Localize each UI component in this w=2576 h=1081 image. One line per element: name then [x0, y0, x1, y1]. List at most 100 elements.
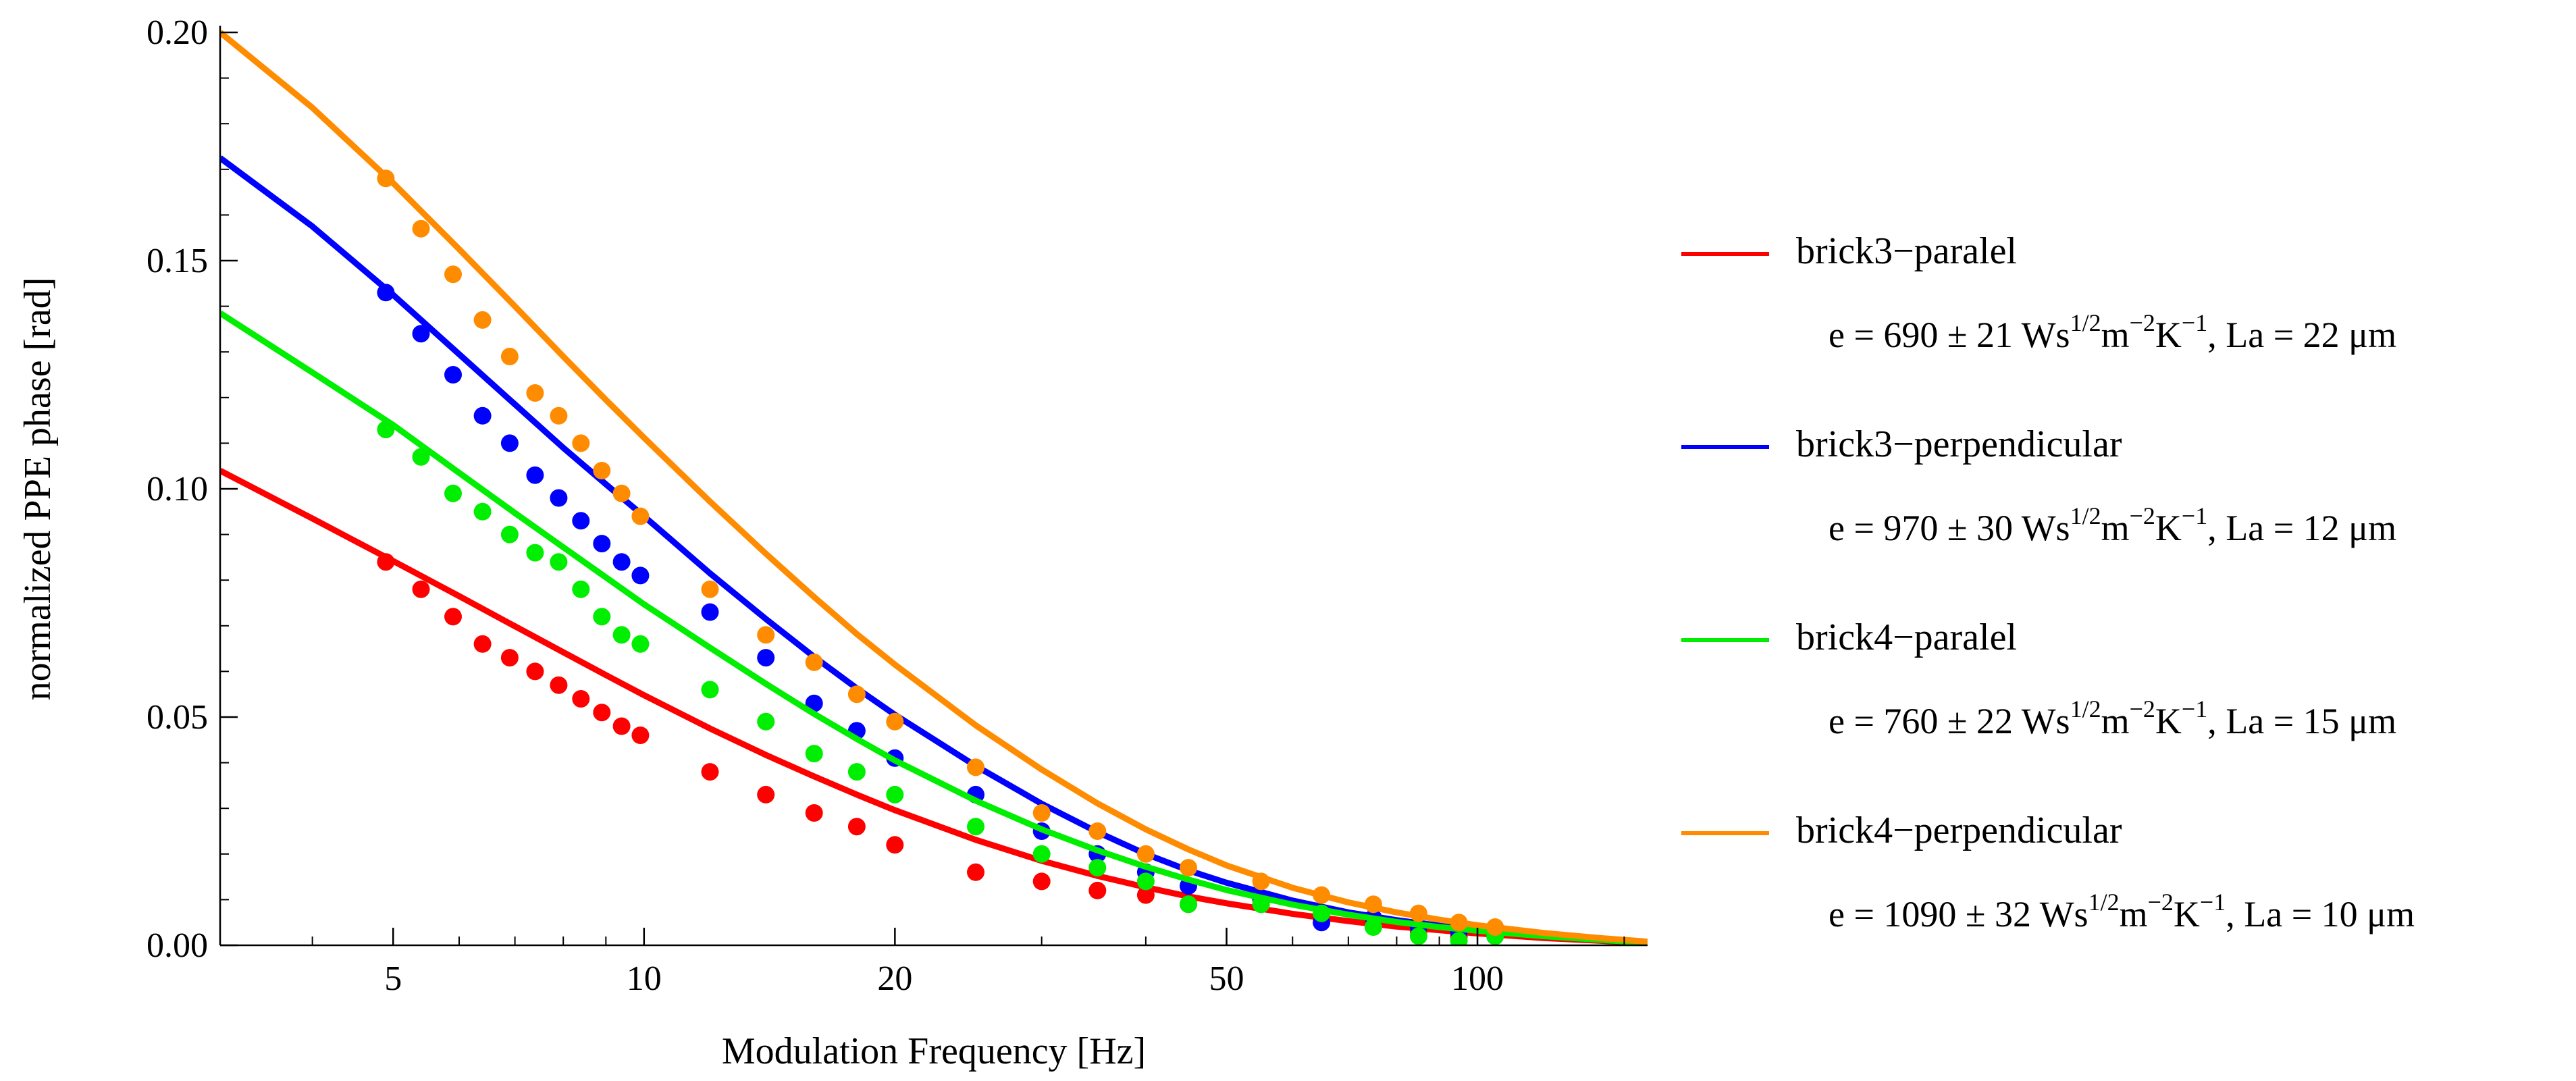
legend-text-part: K	[2155, 315, 2182, 355]
data-point	[805, 804, 823, 822]
legend-parameters: e = 1090 ± 32 Ws1/2​m−2​K−1​, La = 10 μm	[1829, 889, 2415, 934]
legend-superscript: −2	[2130, 695, 2155, 722]
data-point	[500, 434, 519, 452]
data-point	[500, 348, 519, 365]
data-point	[701, 763, 719, 781]
data-point	[593, 535, 611, 553]
legend-superscript: −1	[2182, 309, 2207, 336]
x-tick-label: 50	[1209, 959, 1244, 998]
data-point	[757, 785, 775, 803]
fit-curve	[220, 30, 1648, 945]
legend-text-part: , La = 12 μm	[2207, 508, 2396, 548]
data-point	[1088, 822, 1107, 840]
data-point	[1136, 886, 1155, 904]
series-1	[220, 468, 1648, 945]
legend-entry-2: brick3−perpendicular e = 970 ± 30 Ws1/2​m…	[1681, 423, 2396, 548]
data-point	[1136, 845, 1155, 863]
data-point	[500, 525, 519, 544]
legend-superscript: −1	[2182, 502, 2207, 529]
data-point	[500, 649, 519, 667]
legend-superscript: −2	[2148, 889, 2174, 916]
y-axis-title: normalized PPE phase [rad]	[17, 278, 59, 701]
data-point	[1313, 886, 1331, 904]
x-tick-label: 5	[384, 959, 402, 998]
legend-text-part: e = 970 ± 30 Ws	[1829, 508, 2070, 548]
data-point	[526, 544, 544, 562]
data-point	[631, 635, 650, 653]
data-point	[701, 603, 719, 621]
data-point	[526, 384, 544, 402]
data-point	[805, 745, 823, 763]
data-point	[444, 265, 462, 284]
legend-text-part: e = 690 ± 21 Ws	[1829, 315, 2070, 355]
y-tick-label: 0.10	[147, 470, 208, 508]
data-point	[1088, 881, 1107, 899]
data-point	[1136, 872, 1155, 891]
data-point	[967, 758, 984, 776]
data-point	[886, 712, 904, 731]
data-point	[1486, 918, 1504, 936]
legend-text-part: e = 760 ± 22 Ws	[1829, 701, 2070, 741]
series-4	[220, 30, 1648, 945]
legend-text-part: , La = 10 μm	[2226, 894, 2415, 934]
data-point	[1364, 895, 1382, 914]
data-point	[967, 863, 984, 881]
data-point	[1364, 918, 1382, 936]
data-point	[473, 635, 492, 653]
data-point	[1450, 914, 1468, 932]
data-point	[412, 325, 430, 343]
data-point	[572, 690, 590, 708]
legend-parameters: e = 690 ± 21 Ws1/2​m−2​K−1​, La = 22 μm	[1829, 309, 2396, 355]
data-point	[805, 653, 823, 671]
legend-text-part: m	[2101, 508, 2130, 548]
data-point	[1313, 904, 1331, 922]
data-point	[526, 466, 544, 484]
x-tick-label: 20	[877, 959, 912, 998]
data-point	[412, 448, 430, 466]
fit-curve	[220, 310, 1648, 945]
legend-text-part: K	[2174, 894, 2200, 934]
data-point	[593, 608, 611, 626]
data-point	[757, 626, 775, 644]
legend-label: brick3−paralel	[1796, 230, 2017, 272]
legend-text-part: m	[2120, 894, 2148, 934]
data-point	[412, 580, 430, 598]
data-point	[526, 662, 544, 681]
legend-label: brick3−perpendicular	[1796, 423, 2122, 465]
data-point	[1409, 927, 1427, 945]
legend-text-part: e = 1090 ± 32 Ws	[1829, 894, 2088, 934]
axes: 0.00 0.05 0.10 0.15 0.20 5 10 20 50 100 Modulation…	[17, 14, 1648, 1072]
data-point	[572, 512, 590, 530]
data-point	[967, 818, 984, 836]
data-point	[593, 704, 611, 722]
data-point	[473, 311, 492, 329]
legend-label: brick4−paralel	[1796, 616, 2017, 658]
data-point	[550, 406, 568, 425]
legend: brick3−paralel e = 690 ± 21 Ws1/2​m−2​K−1…	[1681, 230, 2415, 934]
data-point	[444, 366, 462, 384]
data-point	[473, 502, 492, 521]
data-point	[886, 836, 904, 854]
legend-parameters: e = 970 ± 30 Ws1/2​m−2​K−1​, La = 12 μm	[1829, 502, 2396, 548]
data-point	[1088, 859, 1107, 877]
data-point	[612, 626, 631, 644]
legend-superscript: 1/2	[2088, 889, 2120, 916]
legend-label: brick4−perpendicular	[1796, 810, 2122, 851]
legend-superscript: −2	[2130, 309, 2155, 336]
plot-area	[220, 30, 1648, 945]
data-point	[612, 717, 631, 735]
data-point	[631, 566, 650, 585]
legend-entry-1: brick3−paralel e = 690 ± 21 Ws1/2​m−2​K−1…	[1681, 230, 2396, 355]
data-point	[593, 462, 611, 479]
legend-entry-4: brick4−perpendicular e = 1090 ± 32 Ws1/2​…	[1681, 810, 2415, 934]
legend-superscript: 1/2	[2070, 502, 2101, 529]
data-point	[473, 406, 492, 425]
legend-text-part: , La = 15 μm	[2207, 701, 2396, 741]
data-point	[701, 681, 719, 699]
legend-parameters: e = 760 ± 22 Ws1/2​m−2​K−1​, La = 15 μm	[1829, 695, 2396, 741]
legend-superscript: 1/2	[2070, 695, 2101, 722]
data-point	[550, 489, 568, 507]
data-point	[612, 553, 631, 571]
data-point	[377, 421, 395, 439]
